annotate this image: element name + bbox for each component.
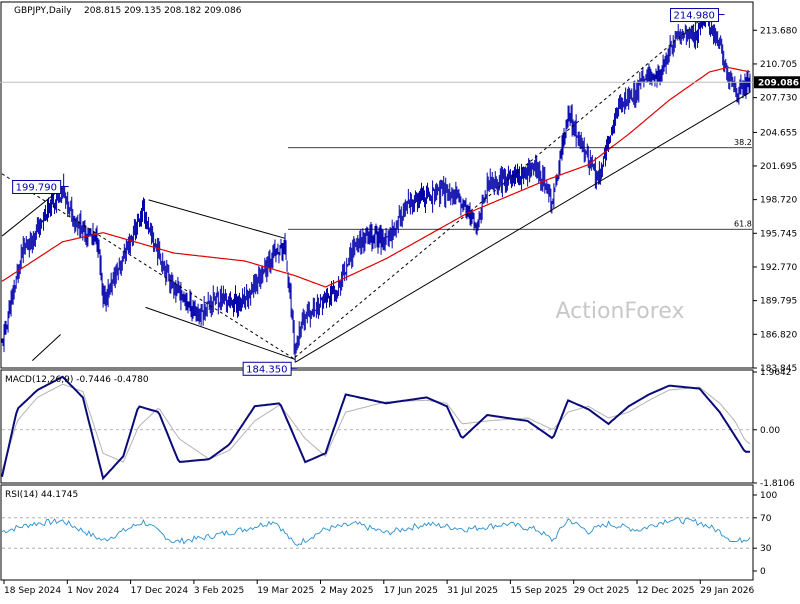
channel-lower-line bbox=[31, 334, 61, 361]
price-axis-label: 213.680 bbox=[760, 26, 797, 36]
time-axis-label: 29 Oct 2025 bbox=[574, 586, 630, 596]
macd-layer: 1.9642 0.00 -1.8106 bbox=[1, 368, 795, 489]
rsi-title: RSI(14) 44.1745 bbox=[5, 490, 78, 500]
header-symbol: GBPJPY,Daily bbox=[14, 6, 72, 16]
time-axis-label: 17 Jun 2025 bbox=[384, 586, 438, 596]
time-axis-label: 3 Feb 2025 bbox=[194, 586, 244, 596]
main-support-trendline bbox=[294, 91, 751, 363]
time-axis-label: 2 May 2025 bbox=[321, 586, 374, 596]
time-axis-label: 18 Sep 2024 bbox=[4, 586, 61, 596]
watermark: ActionForex bbox=[556, 299, 685, 324]
falling-channel-upper bbox=[148, 199, 286, 239]
rsi-axis-label: 100 bbox=[760, 491, 777, 501]
current-price-label: 209.086 bbox=[758, 78, 799, 88]
candles bbox=[1, 13, 751, 363]
price-axis-label: 183.845 bbox=[760, 364, 797, 374]
rsi-axis-label: 70 bbox=[760, 514, 772, 524]
channel-upper-line bbox=[1, 186, 63, 237]
rsi-axis-label: 30 bbox=[760, 544, 772, 554]
time-axis: 18 Sep 2024 1 Nov 2024 17 Dec 2024 3 Feb 20… bbox=[3, 580, 755, 596]
price-axis-label: 201.695 bbox=[760, 162, 797, 172]
time-axis-label: 31 Jul 2025 bbox=[447, 586, 498, 596]
rsi-axis-label: 0 bbox=[760, 567, 766, 577]
time-axis-label: 15 Sep 2025 bbox=[510, 586, 567, 596]
rsi-layer: 100 70 30 0 bbox=[1, 491, 777, 577]
annotation-label: 184.350 bbox=[246, 364, 287, 375]
rsi-line bbox=[1, 516, 751, 547]
price-axis-label: 198.720 bbox=[760, 196, 797, 206]
time-axis-label: 29 Jan 2026 bbox=[700, 586, 754, 596]
fib-level-label: 38.2 bbox=[734, 138, 752, 147]
trendlines: 209.086 38.2 61.8 214.980 199.790 184.350 bbox=[0, 8, 800, 376]
macd-main-line bbox=[1, 375, 750, 481]
macd-axis-label: 0.00 bbox=[760, 426, 780, 436]
falling-dashed-trend bbox=[1, 173, 296, 360]
price-panel bbox=[0, 1, 754, 369]
header-ohlc: 208.815 209.135 208.182 209.086 bbox=[84, 6, 242, 16]
fib-level-label: 61.8 bbox=[734, 219, 752, 228]
price-axis-label: 195.745 bbox=[760, 229, 797, 239]
price-axis-label: 204.655 bbox=[760, 128, 797, 138]
price-axis-label: 189.795 bbox=[760, 297, 797, 307]
price-axis-label: 207.730 bbox=[760, 94, 797, 104]
annotation-label: 199.790 bbox=[16, 182, 57, 193]
price-axis-label: 210.705 bbox=[760, 60, 797, 70]
falling-channel-lower bbox=[145, 306, 296, 360]
macd-title: MACD(12,26,9) -0.7446 -0.4780 bbox=[5, 375, 149, 385]
rising-dashed-trend bbox=[294, 16, 705, 358]
time-axis-label: 12 Dec 2025 bbox=[637, 586, 695, 596]
price-axis: 213.680 210.705 207.730 204.655 201.695 198.7… bbox=[753, 26, 797, 374]
macd-axis-label: -1.8106 bbox=[760, 479, 795, 489]
annotation-label: 214.980 bbox=[674, 11, 715, 22]
price-axis-label: 186.820 bbox=[760, 330, 797, 340]
macd-signal-line bbox=[1, 383, 751, 472]
current-price-box bbox=[754, 76, 800, 89]
macd-axis-label: 1.9642 bbox=[760, 368, 792, 378]
macd-panel bbox=[0, 369, 754, 484]
price-axis-label: 192.770 bbox=[760, 263, 797, 273]
rsi-panel bbox=[0, 484, 754, 581]
ema-series-line bbox=[1, 66, 751, 288]
time-axis-label: 1 Nov 2024 bbox=[67, 586, 119, 596]
time-axis-label: 19 Mar 2025 bbox=[257, 586, 314, 596]
ema-line bbox=[1, 66, 751, 288]
time-axis-label: 17 Dec 2024 bbox=[131, 586, 189, 596]
